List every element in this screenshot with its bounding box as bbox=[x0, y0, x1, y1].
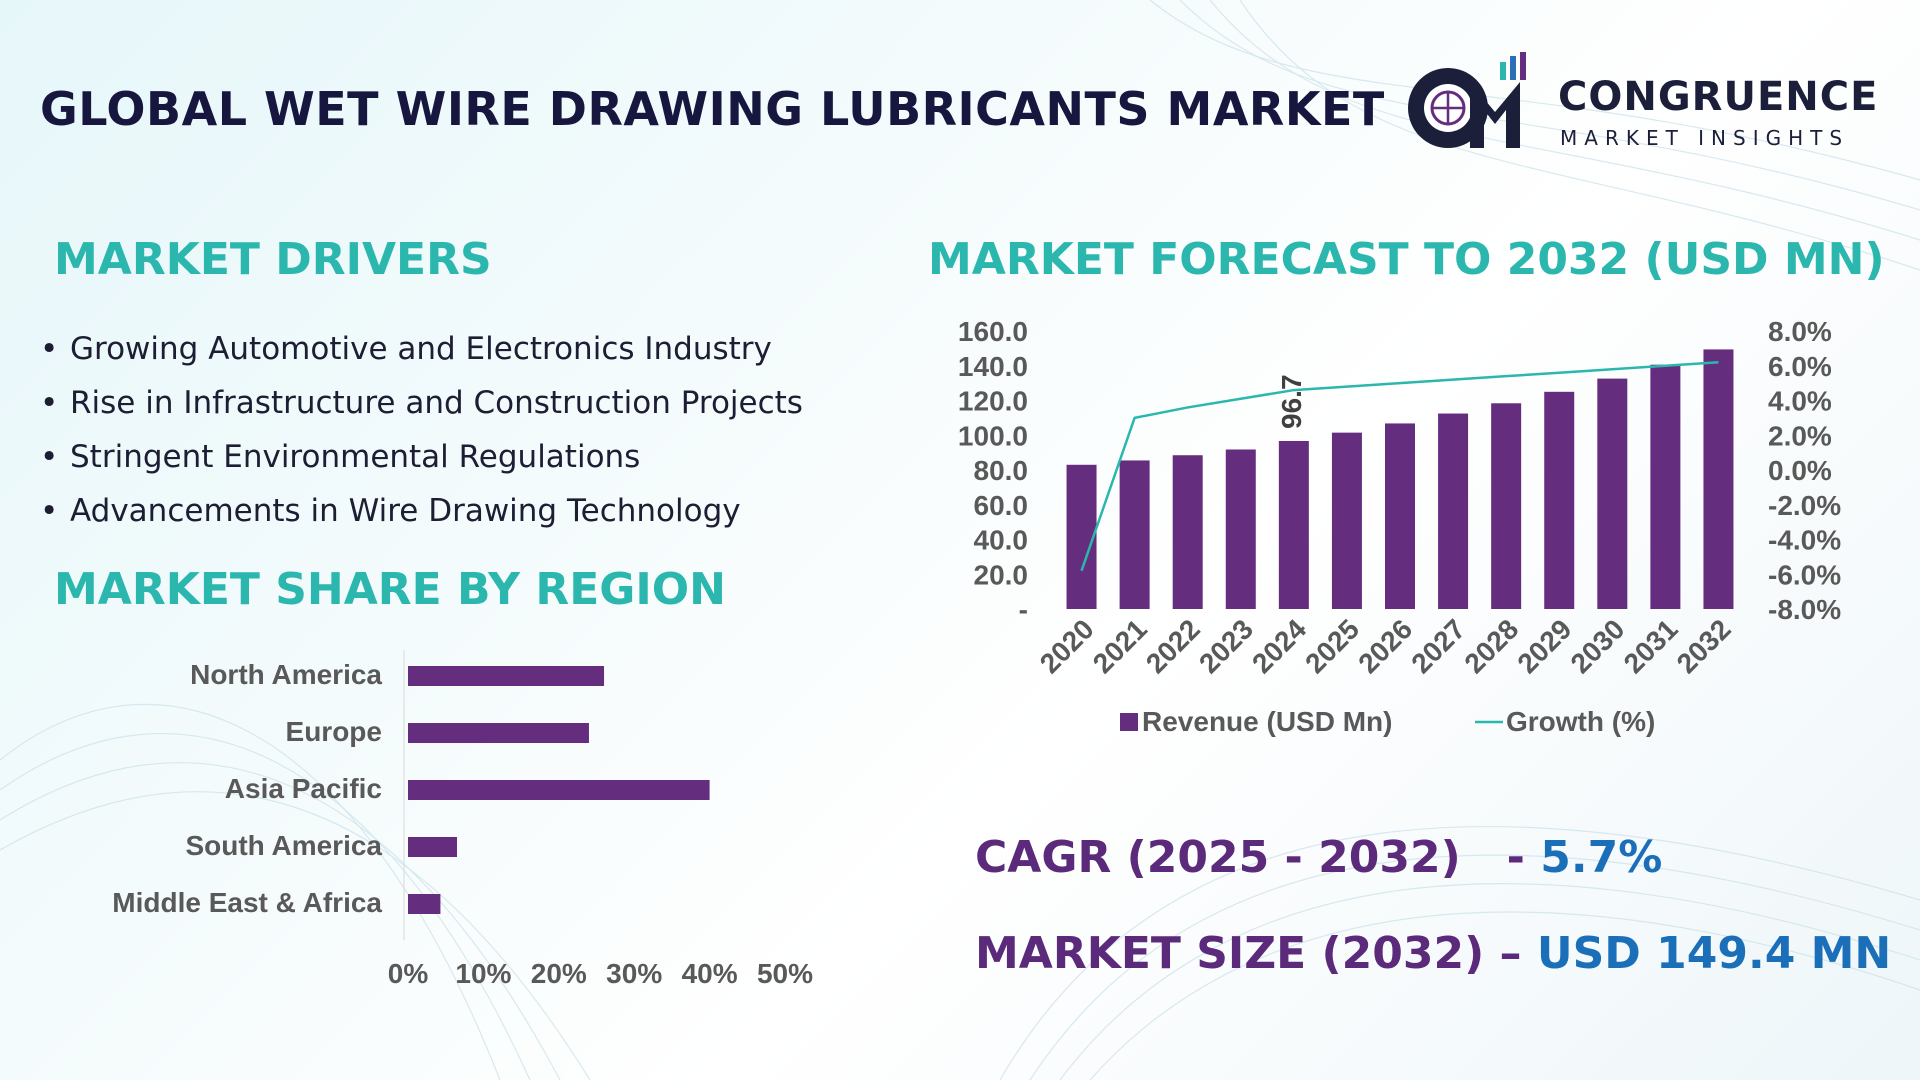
cagr-separator: - bbox=[1460, 832, 1541, 883]
forecast-x-tick-label: 2031 bbox=[1618, 613, 1684, 679]
region-x-tick-label: 50% bbox=[757, 958, 813, 989]
driver-item: • Rise in Infrastructure and Construction… bbox=[40, 376, 803, 430]
driver-item: • Stringent Environmental Regulations bbox=[40, 430, 803, 484]
forecast-heading: MARKET FORECAST TO 2032 (USD MN) bbox=[928, 234, 1885, 285]
region-x-tick-label: 40% bbox=[682, 958, 738, 989]
region-category-label: North America bbox=[190, 659, 382, 690]
forecast-left-tick-label: 140.0 bbox=[958, 351, 1028, 382]
region-bar bbox=[408, 837, 458, 857]
bullet-icon: • bbox=[40, 439, 59, 475]
cagr-value: 5.7% bbox=[1540, 832, 1663, 883]
bullet-icon: • bbox=[40, 493, 59, 529]
region-x-tick-label: 0% bbox=[388, 958, 429, 989]
region-bar bbox=[408, 780, 710, 800]
region-x-tick-label: 30% bbox=[606, 958, 662, 989]
market-size-label: MARKET SIZE (2032) bbox=[975, 928, 1485, 979]
region-category-label: Europe bbox=[286, 716, 382, 747]
legend-growth-label: Growth (%) bbox=[1506, 706, 1655, 737]
forecast-left-tick-label: 80.0 bbox=[974, 455, 1029, 486]
bullet-icon: • bbox=[40, 331, 59, 367]
forecast-bar bbox=[1172, 455, 1203, 609]
market-size-value: USD 149.4 MN bbox=[1536, 928, 1892, 979]
region-x-tick-label: 10% bbox=[455, 958, 511, 989]
forecast-right-tick-label: 2.0% bbox=[1768, 420, 1832, 451]
driver-item: • Growing Automotive and Electronics Indu… bbox=[40, 322, 803, 376]
company-logo: CONGRUENCE MARKET INSIGHTS bbox=[1400, 52, 1877, 162]
drivers-list: • Growing Automotive and Electronics Indu… bbox=[40, 322, 803, 538]
bullet-icon: • bbox=[40, 385, 59, 421]
driver-item: • Advancements in Wire Drawing Technology bbox=[40, 484, 803, 538]
forecast-bar bbox=[1119, 460, 1150, 609]
region-heading: MARKET SHARE BY REGION bbox=[54, 564, 726, 615]
forecast-left-tick-label: 40.0 bbox=[974, 525, 1029, 556]
forecast-left-tick-label: 100.0 bbox=[958, 420, 1028, 451]
forecast-bar bbox=[1703, 349, 1734, 609]
forecast-right-tick-label: -4.0% bbox=[1768, 525, 1841, 556]
region-bar bbox=[408, 666, 605, 686]
forecast-x-tick-label: 2029 bbox=[1512, 613, 1578, 679]
forecast-bar bbox=[1278, 440, 1309, 609]
forecast-x-tick-label: 2025 bbox=[1299, 613, 1365, 679]
legend-revenue-label: Revenue (USD Mn) bbox=[1142, 706, 1392, 737]
logo-name: CONGRUENCE bbox=[1558, 74, 1879, 120]
driver-text: Stringent Environmental Regulations bbox=[70, 439, 641, 475]
forecast-bar bbox=[1438, 413, 1469, 609]
forecast-bar bbox=[1066, 464, 1097, 609]
legend-revenue-swatch bbox=[1120, 713, 1138, 731]
forecast-left-tick-label: 60.0 bbox=[974, 490, 1029, 521]
forecast-bar bbox=[1650, 364, 1681, 609]
forecast-data-label: 96.7 bbox=[1276, 374, 1307, 429]
forecast-right-tick-label: 0.0% bbox=[1768, 455, 1832, 486]
region-bar bbox=[408, 723, 589, 743]
region-category-label: Middle East & Africa bbox=[112, 887, 382, 918]
forecast-x-tick-label: 2030 bbox=[1565, 613, 1631, 679]
forecast-left-tick-label: - bbox=[1019, 594, 1028, 625]
drivers-heading: MARKET DRIVERS bbox=[54, 234, 492, 285]
forecast-right-tick-label: -8.0% bbox=[1768, 594, 1841, 625]
forecast-right-tick-label: 4.0% bbox=[1768, 386, 1832, 417]
market-size-stat: MARKET SIZE (2032) – USD 149.4 MN bbox=[975, 928, 1891, 979]
forecast-bar bbox=[1385, 423, 1415, 609]
region-bar bbox=[408, 894, 441, 914]
region-category-label: Asia Pacific bbox=[225, 773, 382, 804]
logo-tagline: MARKET INSIGHTS bbox=[1560, 126, 1850, 150]
forecast-x-tick-label: 2028 bbox=[1458, 613, 1524, 679]
cagr-label: CAGR (2025 - 2032) bbox=[975, 832, 1461, 883]
forecast-x-tick-label: 2024 bbox=[1246, 613, 1312, 679]
forecast-x-tick-label: 2021 bbox=[1087, 613, 1153, 679]
growth-line bbox=[1080, 361, 1719, 572]
forecast-x-tick-label: 2022 bbox=[1140, 613, 1206, 679]
cagr-stat: CAGR (2025 - 2032) - 5.7% bbox=[975, 832, 1662, 883]
forecast-x-tick-label: 2027 bbox=[1405, 613, 1471, 679]
page-title: GLOBAL WET WIRE DRAWING LUBRICANTS MARKE… bbox=[40, 82, 1385, 136]
forecast-x-tick-label: 2020 bbox=[1034, 613, 1100, 679]
region-x-tick-label: 20% bbox=[531, 958, 587, 989]
region-share-chart: North America Europe Asia Pacific South Ame… bbox=[112, 650, 813, 989]
forecast-right-tick-label: 8.0% bbox=[1768, 316, 1832, 347]
forecast-left-tick-label: 20.0 bbox=[974, 559, 1029, 590]
forecast-right-tick-label: -6.0% bbox=[1768, 559, 1841, 590]
forecast-right-tick-label: -2.0% bbox=[1768, 490, 1841, 521]
driver-text: Rise in Infrastructure and Construction … bbox=[70, 385, 803, 421]
forecast-x-tick-label: 2023 bbox=[1193, 613, 1259, 679]
driver-text: Advancements in Wire Drawing Technology bbox=[70, 493, 741, 529]
forecast-x-tick-label: 2032 bbox=[1671, 613, 1737, 679]
driver-text: Growing Automotive and Electronics Indus… bbox=[70, 331, 772, 367]
logo-mark-icon bbox=[1408, 52, 1526, 148]
forecast-bar bbox=[1491, 403, 1522, 609]
market-size-separator: – bbox=[1484, 928, 1537, 979]
forecast-left-tick-label: 120.0 bbox=[958, 386, 1028, 417]
region-category-label: South America bbox=[185, 830, 382, 861]
forecast-left-tick-label: 160.0 bbox=[958, 316, 1028, 347]
forecast-bar bbox=[1544, 391, 1575, 609]
forecast-bar bbox=[1225, 449, 1256, 609]
forecast-bar bbox=[1597, 378, 1628, 609]
forecast-right-tick-label: 6.0% bbox=[1768, 351, 1832, 382]
forecast-bar bbox=[1331, 432, 1362, 609]
forecast-x-tick-label: 2026 bbox=[1352, 613, 1418, 679]
